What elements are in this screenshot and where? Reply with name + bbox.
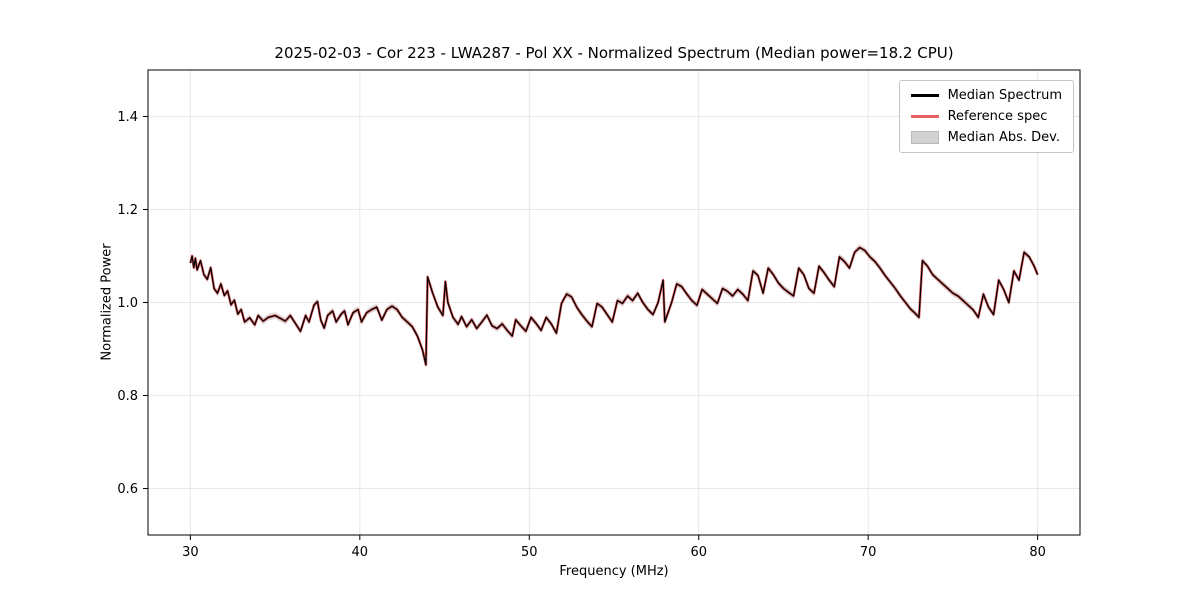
legend-label: Median Abs. Dev.	[947, 130, 1061, 145]
legend-item-median-abs-dev: Median Abs. Dev.	[910, 130, 1062, 145]
svg-text:80: 80	[1029, 545, 1046, 560]
svg-text:1.4: 1.4	[117, 110, 138, 125]
svg-text:40: 40	[352, 545, 369, 560]
svg-text:30: 30	[182, 545, 199, 560]
svg-text:60: 60	[690, 545, 707, 560]
svg-text:1.2: 1.2	[117, 203, 138, 218]
x-axis-ticks: 30 40 50 60 70 80	[182, 535, 1046, 560]
legend-label: Median Spectrum	[947, 88, 1062, 103]
median-spectrum-line	[189, 246, 1039, 366]
svg-text:0.6: 0.6	[117, 482, 138, 497]
svg-text:0.8: 0.8	[117, 389, 138, 404]
svg-text:1.0: 1.0	[117, 296, 138, 311]
legend-label: Reference spec	[947, 109, 1048, 124]
chart-title: 2025-02-03 - Cor 223 - LWA287 - Pol XX -…	[274, 44, 954, 62]
reference-line-swatch-icon	[910, 115, 939, 118]
legend-item-reference-spec: Reference spec	[910, 109, 1062, 124]
y-axis-label: Normalized Power	[99, 243, 115, 361]
legend-item-median-spectrum: Median Spectrum	[910, 88, 1062, 103]
svg-text:70: 70	[860, 545, 877, 560]
median-line-swatch-icon	[910, 94, 939, 97]
legend: Median Spectrum Reference spec Median Ab…	[898, 80, 1074, 153]
y-axis-ticks: 0.6 0.8 1.0 1.2 1.4	[117, 110, 148, 497]
svg-text:50: 50	[521, 545, 538, 560]
mad-patch-swatch-icon	[910, 131, 939, 144]
x-axis-label: Frequency (MHz)	[559, 564, 669, 579]
